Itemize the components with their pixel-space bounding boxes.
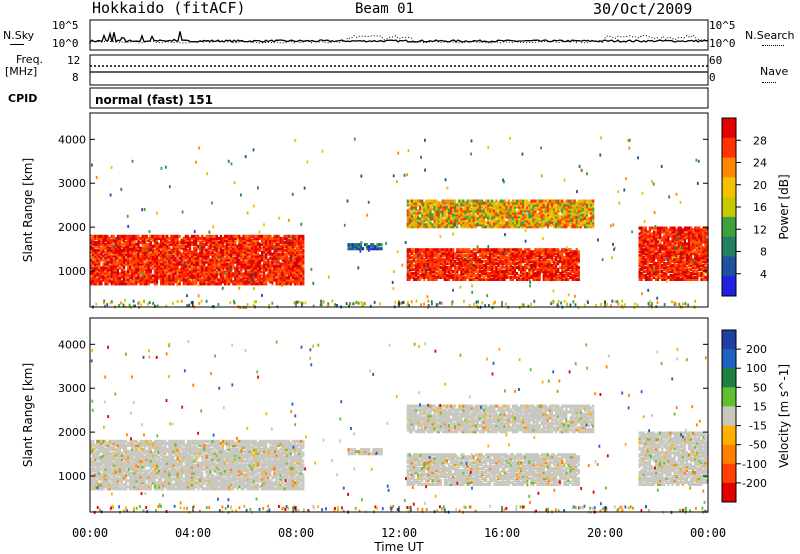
power-colorbar-tick-label: 16 <box>753 201 767 214</box>
power-colorbar-segment <box>722 118 736 139</box>
nave-line-legend <box>762 82 776 83</box>
velocity-panel <box>89 317 709 514</box>
velocity-colorbar-segment <box>722 482 736 503</box>
power-echo-region-1 <box>347 243 383 251</box>
nsearch-line-legend <box>762 45 784 46</box>
velocity-colorbar-segment <box>722 444 736 465</box>
velocity-ylabel: Slant Range [km] <box>21 363 35 467</box>
velocity-colorbar-segment <box>722 425 736 446</box>
velocity-ytick-label: 2000 <box>58 426 86 439</box>
velocity-colorbar-segment <box>722 406 736 426</box>
power-echo-region-0 <box>90 234 305 286</box>
velocity-scatter <box>90 340 709 514</box>
axes-text: 4000 3000 2000 1000 Slant Range [km] 4000 3000… <box>21 133 726 554</box>
velocity-ytick-label: 4000 <box>58 338 86 351</box>
time-tick-label: 12:00 <box>381 526 417 540</box>
cpid-frame <box>89 87 709 109</box>
freq-label: Freq. <box>16 53 44 66</box>
nave-label: Nave <box>760 65 789 78</box>
velocity-colorbar-tick-label: -100 <box>742 458 767 471</box>
power-colorbar-segment <box>722 216 736 238</box>
date-title: 30/Oct/2009 <box>593 0 693 18</box>
velocity-echo-region-4 <box>638 431 709 486</box>
power-echo-region-4 <box>638 226 709 281</box>
power-colorbar-segment <box>722 177 736 198</box>
power-ytick-label: 1000 <box>58 265 86 278</box>
cpid-label: CPID <box>8 92 38 105</box>
velocity-colorbar: 200 100 50 15 -15 -50 -100 -200 Velocity [m s^-1… <box>721 329 791 503</box>
power-ylabel: Slant Range [km] <box>21 158 35 262</box>
velocity-colorbar-segment <box>722 387 736 407</box>
nave-tick-low: 0 <box>709 71 716 84</box>
cpid-value: normal (fast) 151 <box>95 93 213 107</box>
power-colorbar: 28 24 20 16 12 8 4 Power [dB] <box>721 117 791 297</box>
power-colorbar-segment <box>722 256 736 277</box>
freq-unit: [MHz] <box>5 65 38 78</box>
velocity-echo-region-2 <box>406 453 580 486</box>
velocity-colorbar-frame <box>721 329 737 503</box>
velocity-colorbar-tick-label: 50 <box>753 381 767 394</box>
velocity-echo-region-3 <box>406 404 595 434</box>
velocity-colorbar-segment <box>722 463 736 484</box>
time-tick-label: 00:00 <box>690 526 726 540</box>
nsearch-trace <box>89 34 709 44</box>
time-tick-label: 20:00 <box>587 526 623 540</box>
power-colorbar-tick-label: 4 <box>760 268 767 281</box>
time-axis-label: Time UT <box>373 540 424 554</box>
velocity-colorbar-tick-label: 200 <box>746 343 767 356</box>
power-colorbar-segment <box>722 137 736 159</box>
nsearch-tick-low: 10^0 <box>709 37 736 50</box>
beam-title: Beam 01 <box>355 1 415 17</box>
nsearch-tick-high: 10^5 <box>709 19 736 32</box>
velocity-echo-region-0 <box>90 439 305 491</box>
velocity-colorbar-tick-label: 15 <box>753 400 767 413</box>
power-echo-region-3 <box>406 199 595 229</box>
time-tick-label: 00:00 <box>72 526 108 540</box>
power-colorbar-segment <box>722 157 736 178</box>
velocity-colorbar-tick-label: -50 <box>749 439 767 452</box>
power-ytick-label: 4000 <box>58 133 86 146</box>
nave-tick-high: 60 <box>709 54 723 67</box>
power-ytick-label: 2000 <box>58 221 86 234</box>
station-title: Hokkaido (fitACF) <box>92 0 246 17</box>
power-ytick-label: 3000 <box>58 177 86 190</box>
power-colorbar-tick-label: 28 <box>753 134 767 147</box>
nsky-label: N.Sky <box>3 29 35 42</box>
nsearch-label: N.Search <box>745 29 795 42</box>
velocity-colorbar-tick-label: -200 <box>742 477 767 490</box>
time-tick-label: 08:00 <box>278 526 314 540</box>
freq-frame <box>89 54 709 86</box>
nsky-tick-high: 10^5 <box>52 19 79 32</box>
nsky-tick-low: 10^0 <box>52 37 79 50</box>
velocity-colorbar-tick-label: 100 <box>746 362 767 375</box>
velocity-colorbar-segment <box>722 349 736 369</box>
freq-tick-high: 12 <box>67 54 81 67</box>
power-colorbar-label: Power [dB] <box>777 174 791 239</box>
freq-tick-low: 8 <box>72 71 79 84</box>
power-panel <box>89 112 709 310</box>
velocity-colorbar-segment <box>722 330 736 350</box>
velocity-echo-region-1 <box>347 448 383 456</box>
time-tick-label: 16:00 <box>484 526 520 540</box>
power-colorbar-tick-label: 24 <box>753 157 767 170</box>
velocity-ytick-label: 3000 <box>58 382 86 395</box>
power-colorbar-segment <box>722 276 736 297</box>
velocity-ytick-label: 1000 <box>58 470 86 483</box>
velocity-colorbar-tick-label: -15 <box>749 420 767 433</box>
velocity-colorbar-segment <box>722 368 736 388</box>
power-colorbar-segment <box>722 197 736 218</box>
power-colorbar-tick-label: 8 <box>760 246 767 259</box>
nsky-frame <box>89 19 709 51</box>
nsky-line-legend <box>10 44 24 45</box>
power-echo-region-2 <box>406 248 580 281</box>
time-tick-label: 04:00 <box>175 526 211 540</box>
power-colorbar-tick-label: 20 <box>753 179 767 192</box>
power-colorbar-segment <box>722 236 736 257</box>
power-colorbar-tick-label: 12 <box>753 223 767 236</box>
velocity-colorbar-label: Velocity [m s^-1] <box>777 364 791 468</box>
strip-frames <box>89 19 709 109</box>
